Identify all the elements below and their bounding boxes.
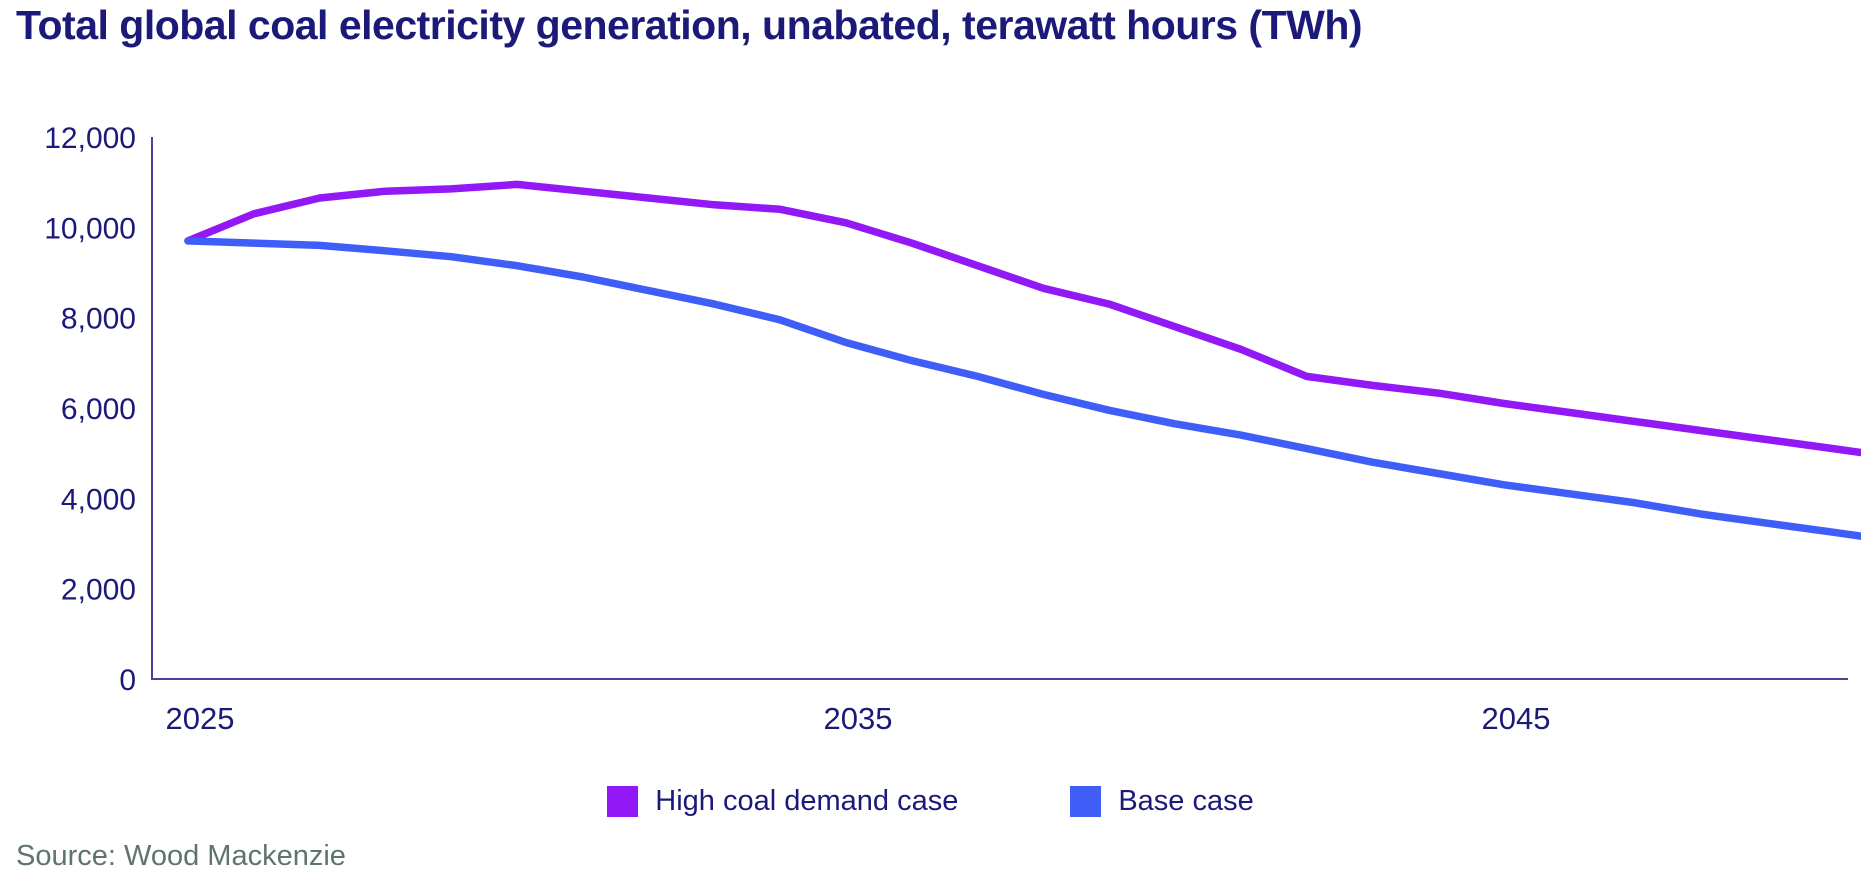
axis-lines [151,137,1848,680]
y-axis-tick-label: 2,000 [61,574,136,607]
y-axis-tick-label: 8,000 [61,303,136,336]
chart-legend: High coal demand case Base case [0,785,1861,818]
x-axis-tick-label: 2025 [166,701,235,736]
x-axis-tick-label: 2045 [1482,701,1551,736]
y-axis-tick-label: 12,000 [44,122,136,155]
series-line-high-coal [184,180,1861,457]
high-coal-swatch-icon [607,786,639,817]
y-axis-tick-label: 10,000 [44,212,136,245]
line-chart: 0 2,000 4,000 6,000 8,000 10,000 12,000 2025 203… [44,122,1861,736]
legend-label-base-case: Base case [1118,785,1254,817]
series-line-base-case [184,237,1861,540]
y-axis-tick-label: 6,000 [61,393,136,426]
x-axis-tick-label: 2035 [824,701,893,736]
legend-label-high-coal: High coal demand case [655,785,959,817]
y-axis-tick-label: 4,000 [61,483,136,516]
legend-item-high-coal: High coal demand case [607,785,958,818]
chart-title: Total global coal electricity generation… [16,2,1363,48]
y-axis-tick-label: 0 [119,664,136,697]
base-case-swatch-icon [1070,786,1102,817]
source-caption: Source: Wood Mackenzie [16,840,346,872]
legend-item-base-case: Base case [1070,785,1254,818]
